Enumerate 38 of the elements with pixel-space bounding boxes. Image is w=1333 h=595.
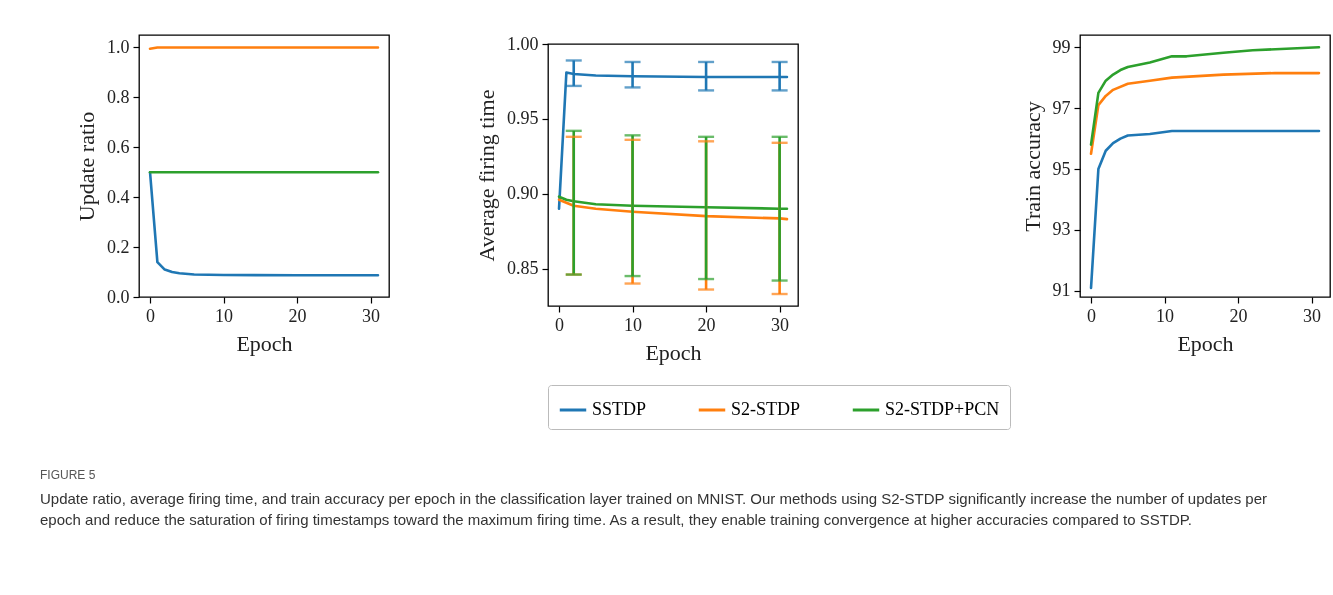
- x-tick-label: 10: [1156, 305, 1175, 326]
- caption: FIGURE 5: [40, 468, 97, 482]
- legend-label: SSTDP: [592, 399, 647, 419]
- x-tick-label: 0: [1087, 305, 1097, 326]
- legend-label: S2-STDP: [731, 399, 801, 419]
- x-tick-label: 10: [624, 314, 643, 335]
- y-tick-label: 0.85: [507, 258, 539, 279]
- y-tick-label: 0.6: [107, 136, 130, 157]
- x-tick-label: 20: [1229, 305, 1248, 326]
- y-tick-label: 0.4: [107, 186, 130, 207]
- y-tick-label: 0.0: [107, 286, 130, 307]
- x-tick-label: 30: [771, 314, 790, 335]
- y-axis-title: Train accuracy: [1019, 101, 1045, 232]
- x-tick-label: 30: [1303, 305, 1322, 326]
- x-tick-label: 10: [215, 305, 234, 326]
- x-tick-label: 20: [288, 305, 307, 326]
- x-tick-label: 0: [555, 314, 565, 335]
- y-tick-label: 0.90: [507, 183, 539, 204]
- y-tick-label: 0.8: [107, 86, 130, 107]
- legend-label: S2-STDP+PCN: [885, 399, 1000, 419]
- x-axis-title: Epoch: [236, 330, 293, 356]
- x-axis-title: Epoch: [645, 339, 702, 365]
- x-tick-label: 20: [697, 314, 716, 335]
- y-axis-title: Average firing time: [474, 89, 499, 262]
- y-tick-label: 0.2: [107, 236, 130, 257]
- y-tick-label: 91: [1052, 280, 1071, 301]
- y-axis-title: Update ratio: [74, 111, 99, 222]
- x-tick-label: 30: [362, 305, 381, 326]
- y-tick-label: 93: [1052, 219, 1071, 240]
- y-tick-label: 1.0: [107, 36, 130, 57]
- y-tick-label: 95: [1052, 158, 1071, 179]
- x-axis-title: Epoch: [1177, 330, 1234, 356]
- y-tick-label: 97: [1052, 97, 1071, 118]
- y-tick-label: 0.95: [507, 108, 539, 129]
- y-tick-label: 99: [1052, 36, 1071, 57]
- x-tick-label: 0: [146, 305, 156, 326]
- text: Update ratio, average firing time, and train accuracy per epoch in the classification layer trained on MNIST. Our methods using S2-STDP significantly increase the number of updates per epoch and reduce the saturation of firing timestamps toward the maximum firing time. As a result, they enable training convergence at higher accuracies compared to SSTDP.: [40, 489, 1268, 530]
- y-tick-label: 1.00: [507, 33, 539, 54]
